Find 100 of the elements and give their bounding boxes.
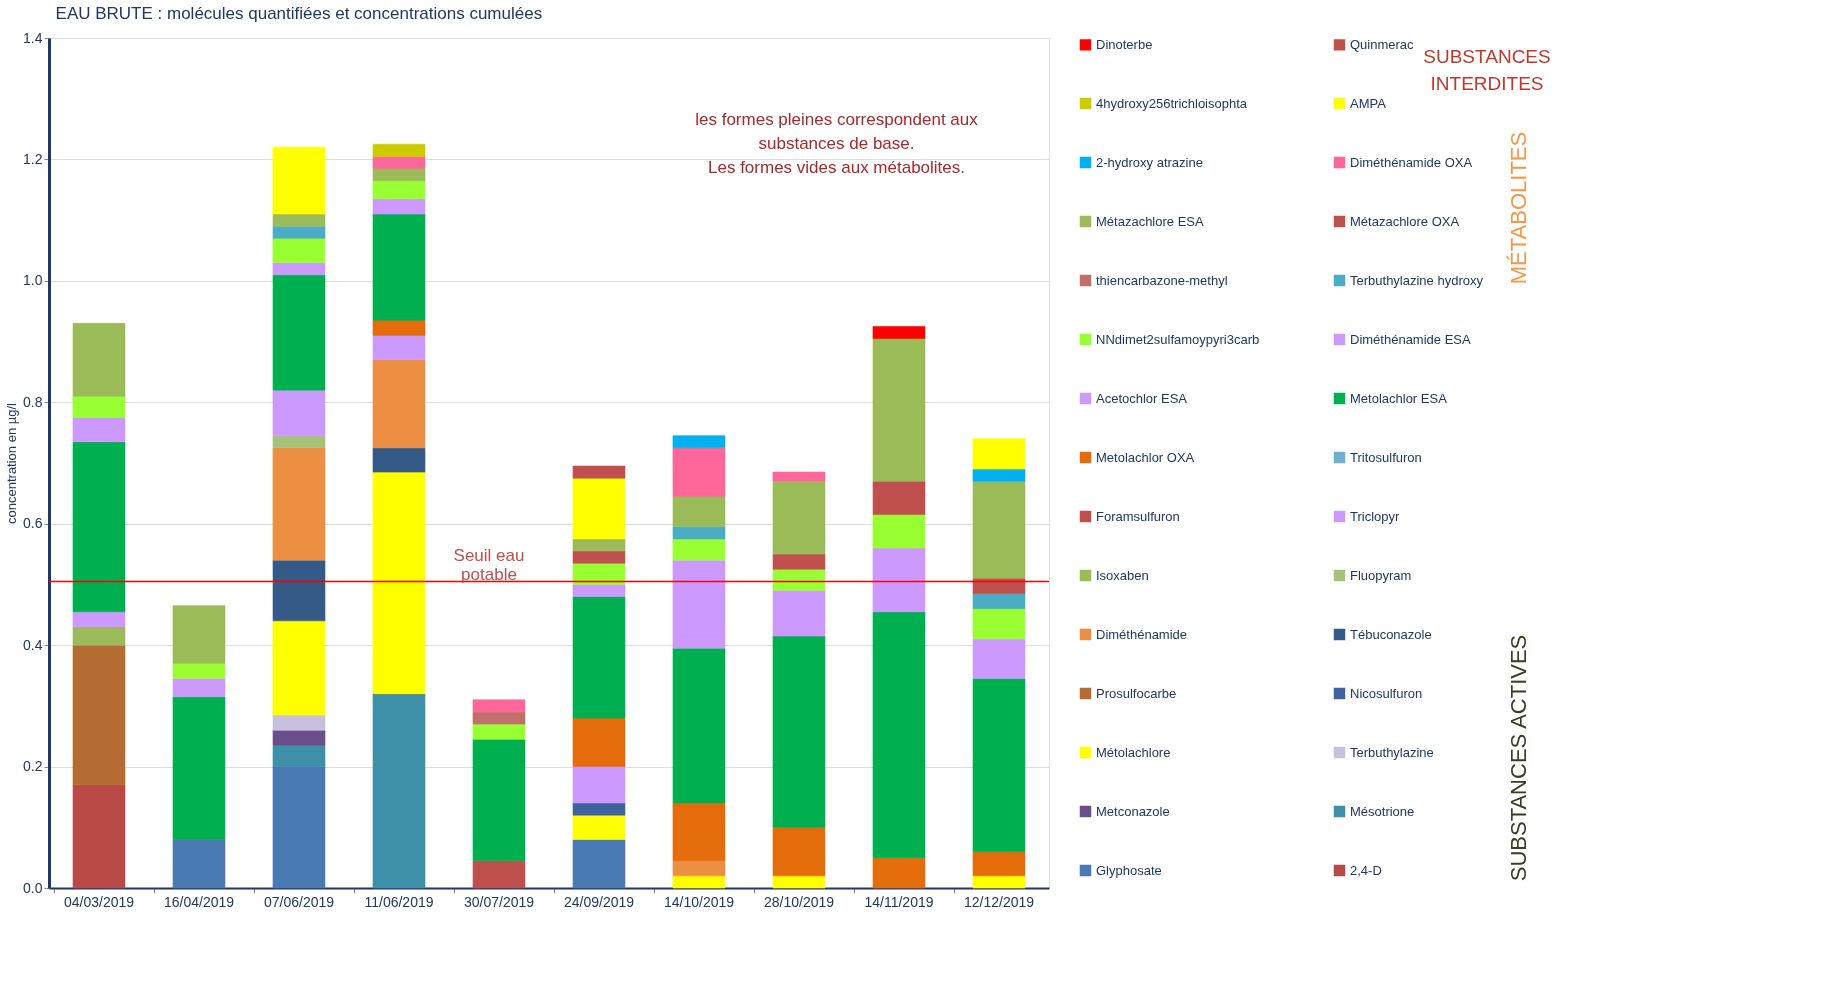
bar — [472, 723, 526, 740]
ref-line-label: Seuil eau potable — [453, 546, 525, 585]
legend-label: Isoxaben — [1096, 567, 1149, 583]
bar — [772, 635, 826, 828]
x-tick-label: 28/10/2019 — [763, 893, 835, 910]
legend-label: 2,4-D — [1350, 862, 1382, 878]
bar — [372, 693, 426, 889]
bar — [672, 647, 726, 804]
legend-label: Acetochlor ESA — [1096, 390, 1188, 406]
legend-label: Prosulfocarbe — [1096, 685, 1177, 701]
bar — [872, 611, 926, 858]
legend-label: Terbuthylazine — [1350, 744, 1434, 760]
text: SUBSTANCES INTERDITES — [1423, 46, 1551, 94]
legend-label: Foramsulfuron — [1096, 508, 1180, 524]
bar — [372, 447, 426, 473]
bar — [72, 323, 126, 397]
bar — [372, 168, 426, 181]
bar — [372, 156, 426, 169]
bar — [272, 262, 326, 276]
legend-label: Metolachlor OXA — [1096, 449, 1195, 465]
legend-label: Diméthénamide ESA — [1350, 331, 1471, 347]
bar — [572, 584, 626, 597]
bar — [972, 593, 1026, 610]
legend-label: Tébuconazole — [1350, 626, 1432, 642]
bar — [72, 626, 126, 646]
bar — [172, 839, 226, 889]
bar — [372, 180, 426, 200]
y-tick-label: 1.4 — [23, 29, 43, 46]
bar — [672, 496, 726, 528]
bar — [72, 395, 126, 418]
bar — [572, 717, 626, 767]
legend-label: Mésotrione — [1350, 803, 1415, 819]
x-tick-label: 11/06/2019 — [364, 893, 434, 910]
bar — [972, 480, 1026, 579]
bar — [672, 447, 726, 497]
bar — [172, 696, 226, 840]
bar — [872, 480, 926, 515]
bar — [272, 620, 326, 716]
bar — [72, 441, 126, 613]
bar — [572, 814, 626, 840]
bar — [72, 611, 126, 628]
legend-label: Terbuthylazine hydroxy — [1350, 272, 1484, 288]
y-tick-label: 0.8 — [23, 393, 43, 410]
y-tick-label: 0.6 — [23, 515, 43, 532]
legend-label: Diméthénamide — [1096, 626, 1188, 642]
legend-label: Fluopyram — [1350, 567, 1412, 583]
bar — [972, 851, 1026, 877]
legend-label: Quinmerac — [1350, 36, 1415, 52]
legend-label: Glyphosate — [1096, 862, 1162, 878]
legend-label: AMPA — [1350, 95, 1387, 111]
bar — [872, 857, 926, 889]
y-axis-title: concentration en µg/l — [4, 402, 20, 524]
bar — [272, 559, 326, 622]
bar — [772, 875, 826, 889]
chart-title: EAU BRUTE : molécules quantifiées et concentrations cumulées — [55, 4, 543, 23]
bar — [372, 143, 426, 157]
legend-label: Triclopyr — [1350, 508, 1401, 524]
legend-label: Metolachlor ESA — [1350, 390, 1448, 406]
legend-label: Métazachlore ESA — [1096, 213, 1204, 229]
bar — [372, 320, 426, 336]
bar — [372, 335, 426, 361]
bar — [972, 638, 1026, 679]
bar — [272, 745, 326, 767]
bar — [172, 605, 226, 664]
text: SUBSTANCES ACTIVES — [1506, 634, 1531, 882]
bar — [672, 875, 726, 889]
bar — [272, 213, 326, 227]
bar — [972, 578, 1026, 594]
bar — [272, 447, 326, 561]
x-tick-label: 12/12/2019 — [963, 893, 1035, 910]
bar — [572, 802, 626, 816]
bar — [272, 714, 326, 731]
bar — [272, 729, 326, 746]
bar — [472, 860, 526, 889]
x-tick-label: 07/06/2019 — [263, 893, 335, 910]
x-tick-label: 04/03/2019 — [63, 893, 135, 910]
bar — [672, 860, 726, 877]
bar — [472, 738, 526, 861]
bar — [572, 550, 626, 564]
bar — [872, 338, 926, 482]
y-tick-label: 0.0 — [23, 879, 43, 896]
legend-label: Métolachlore — [1096, 744, 1171, 760]
bar — [272, 435, 326, 449]
bar — [672, 802, 726, 861]
bar — [572, 766, 626, 804]
y-tick-label: 0.2 — [23, 758, 43, 775]
bar — [172, 663, 226, 679]
bar — [72, 417, 126, 443]
bar — [72, 784, 126, 889]
legend-label: Dinoterbe — [1096, 36, 1153, 52]
bar — [772, 471, 826, 482]
x-tick-label: 14/10/2019 — [663, 893, 735, 910]
bar — [972, 438, 1026, 470]
bar — [572, 596, 626, 719]
annotation: les formes pleines correspondent aux substances de base. Les formes vides aux métabolites. — [695, 110, 979, 177]
bar — [272, 146, 326, 215]
bar — [972, 468, 1026, 482]
legend-label: Metconazole — [1096, 803, 1170, 819]
legend-label: Diméthénamide OXA — [1350, 154, 1473, 170]
legend-label: Métazachlore OXA — [1350, 213, 1460, 229]
